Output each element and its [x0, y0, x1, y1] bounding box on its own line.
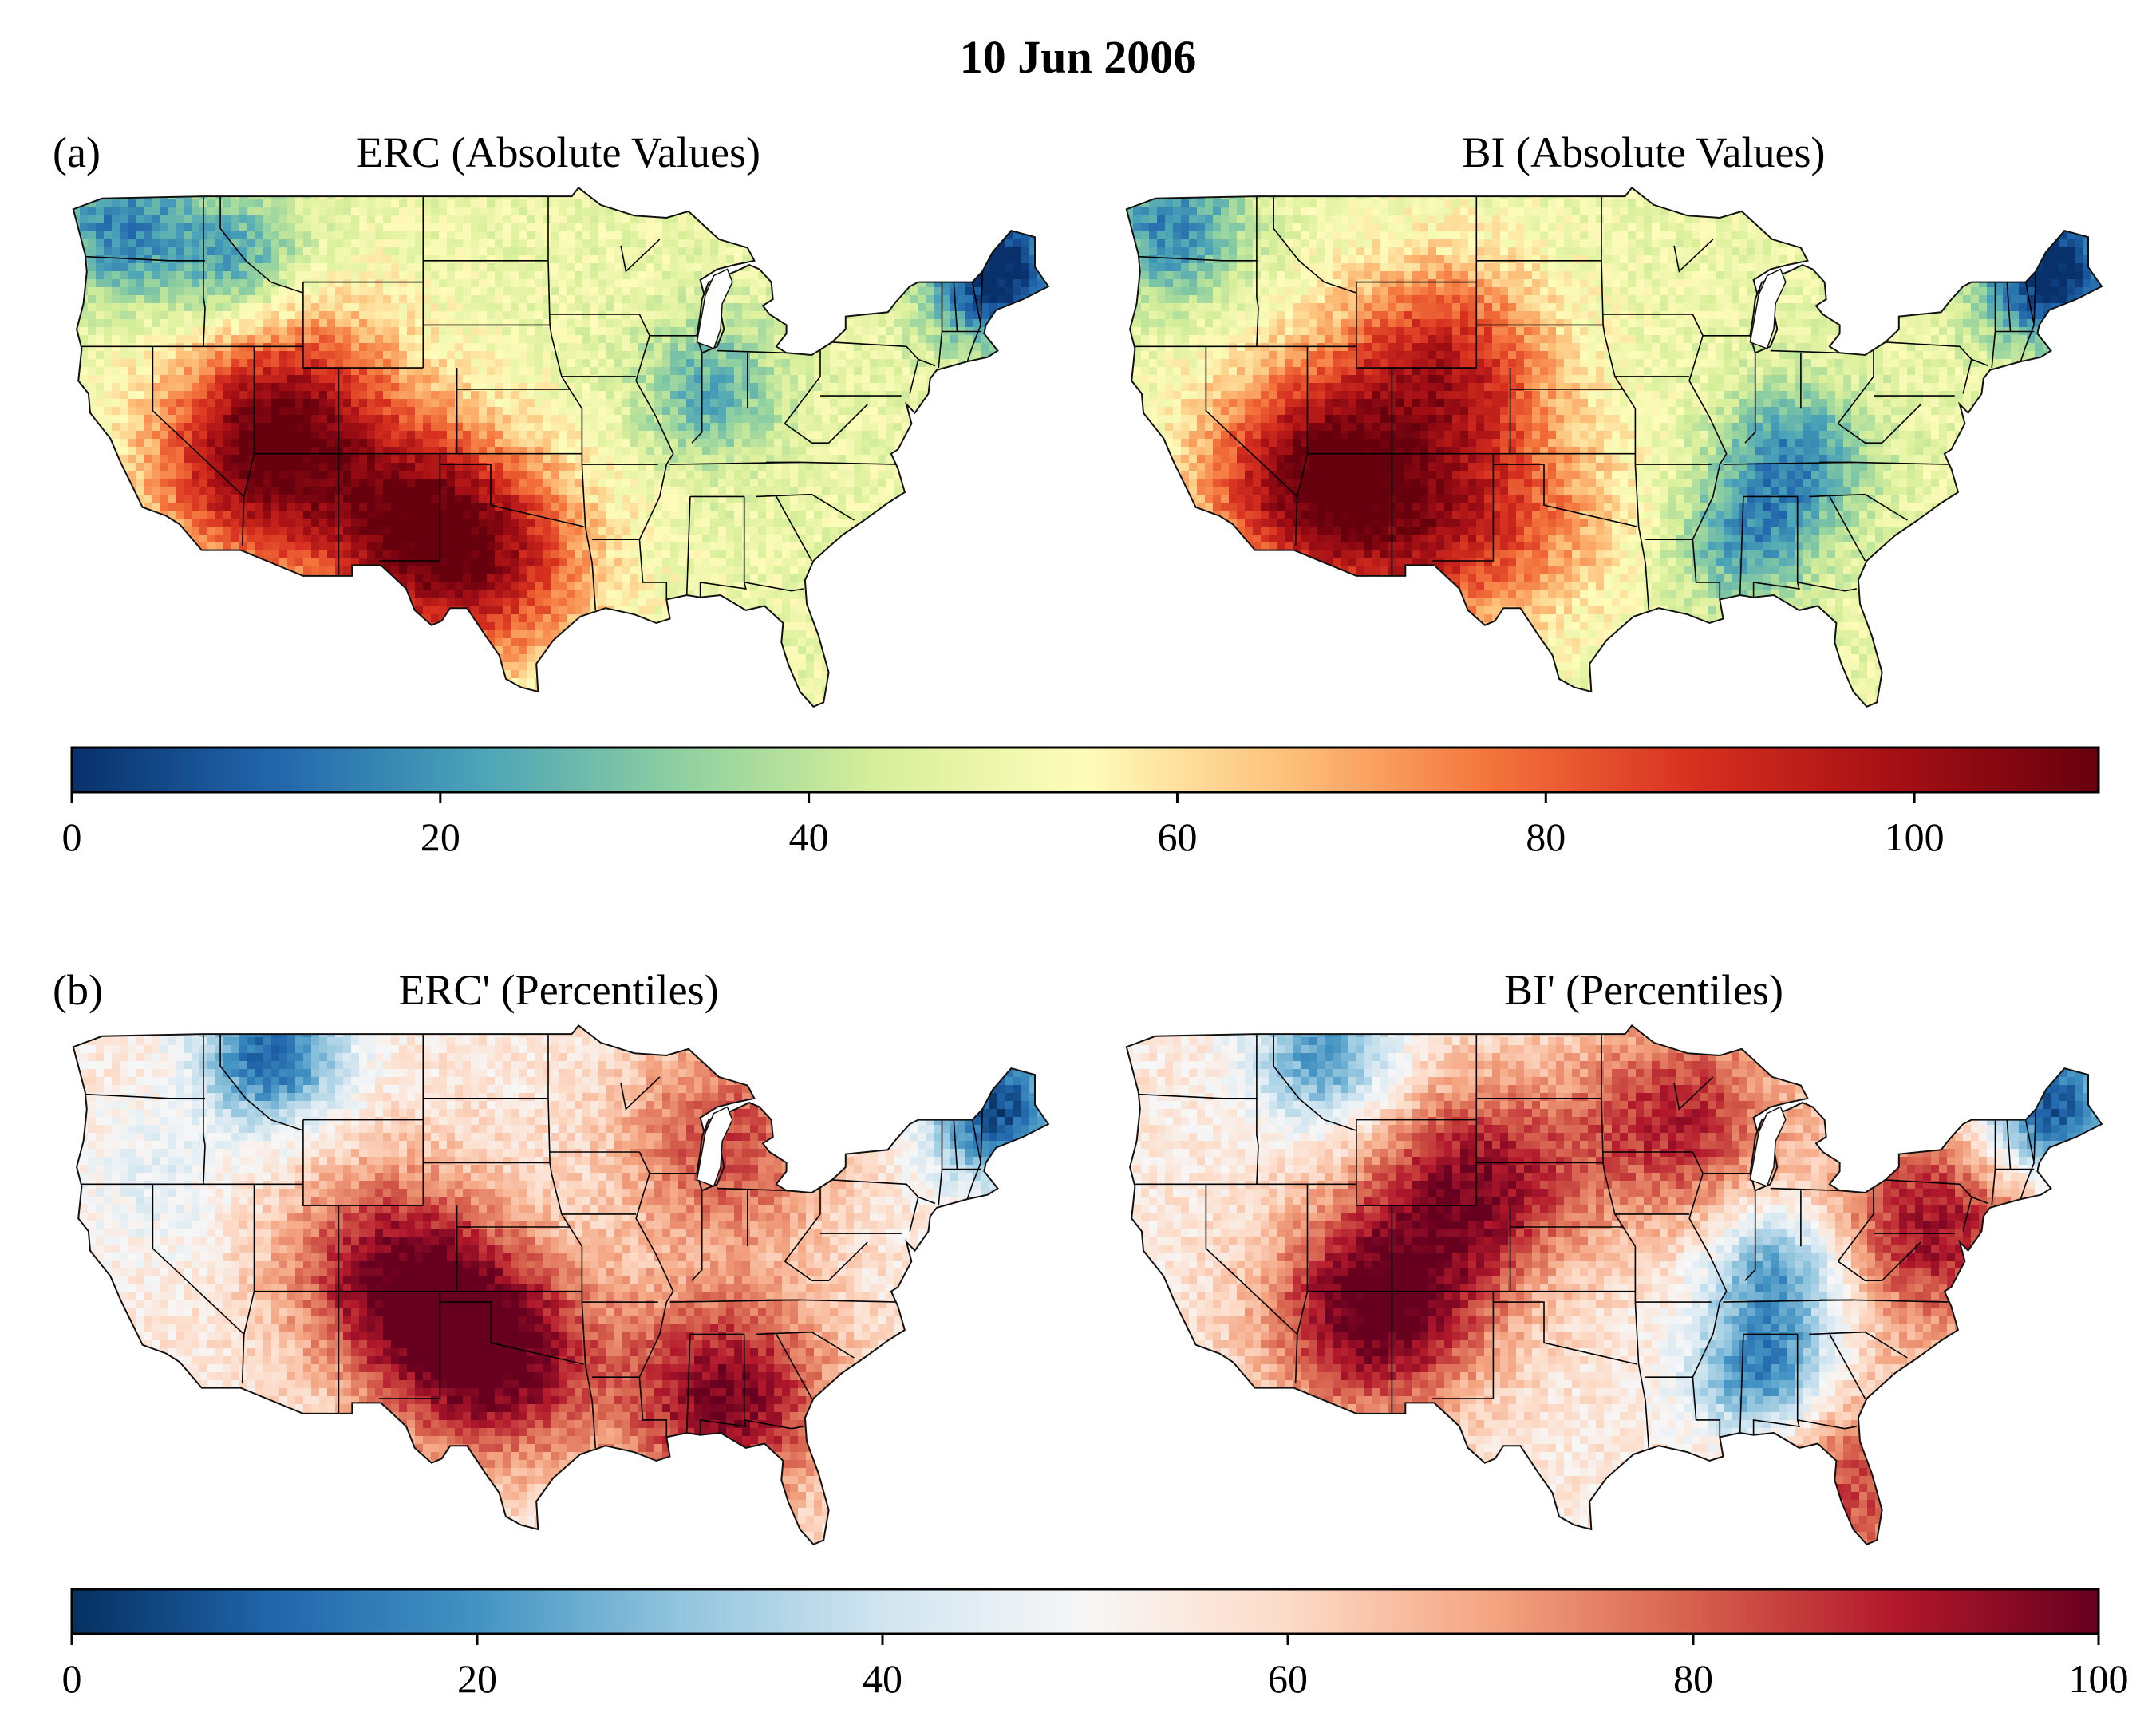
map-bi-percentiles-state-borders [1135, 1034, 2037, 1448]
colorbar-tick-label: 60 [1268, 1655, 1308, 1702]
map-erc-percentiles-outline [72, 1024, 1050, 1545]
map-bi-absolute-lake-michigan [1749, 268, 1787, 349]
map-erc-percentiles-lake-michigan [696, 1106, 733, 1187]
map-erc-absolute-raster [73, 187, 1048, 707]
colorbar-tick-label: 40 [789, 814, 829, 860]
map-bi-percentiles-lake-michigan [1749, 1106, 1787, 1187]
colorbar-tick-label: 60 [1157, 814, 1197, 860]
cbar-a-gradient [70, 746, 2100, 794]
map-erc-absolute [72, 187, 1050, 708]
map-bi-percentiles [1125, 1024, 2103, 1545]
colorbar-tick-label: 20 [421, 814, 460, 860]
colorbar-tick-label: 100 [2069, 1655, 2129, 1702]
figure-title: 10 Jun 2006 [0, 30, 2156, 84]
map-title-bi-percentiles: BI' (Percentiles) [1245, 965, 2043, 1015]
map-erc-percentiles-raster [73, 1025, 1048, 1545]
colorbar-tick-label: 80 [1526, 814, 1566, 860]
colorbar-tick-label: 20 [457, 1655, 497, 1702]
map-bi-absolute-outline [1125, 187, 2103, 708]
colorbar-absolute [70, 746, 2100, 803]
colorbar-tick-label: 40 [863, 1655, 902, 1702]
colorbar-percentiles [70, 1588, 2100, 1645]
map-erc-absolute-state-borders [81, 196, 984, 610]
panel-letter-b: (b) [53, 965, 103, 1015]
map-title-bi-absolute: BI (Absolute Values) [1245, 128, 2043, 177]
map-title-erc-absolute: ERC (Absolute Values) [160, 128, 958, 177]
colorbar-tick-label: 100 [1885, 814, 1945, 860]
map-bi-absolute-raster [1126, 187, 2102, 707]
panel-letter-a: (a) [53, 128, 101, 177]
colorbar-tick-label: 0 [62, 1655, 82, 1702]
map-erc-absolute-lake-michigan [696, 268, 733, 349]
map-erc-percentiles [72, 1024, 1050, 1545]
map-bi-absolute-state-borders [1135, 196, 2037, 610]
map-bi-absolute [1125, 187, 2103, 708]
map-erc-percentiles-state-borders [81, 1034, 984, 1448]
cbar-b-gradient [70, 1588, 2100, 1635]
map-bi-percentiles-raster [1126, 1025, 2102, 1545]
map-bi-percentiles-outline [1125, 1024, 2103, 1545]
colorbar-tick-label: 80 [1673, 1655, 1713, 1702]
map-erc-absolute-outline [72, 187, 1050, 708]
map-title-erc-percentiles: ERC' (Percentiles) [160, 965, 958, 1015]
colorbar-tick-label: 0 [62, 814, 82, 860]
